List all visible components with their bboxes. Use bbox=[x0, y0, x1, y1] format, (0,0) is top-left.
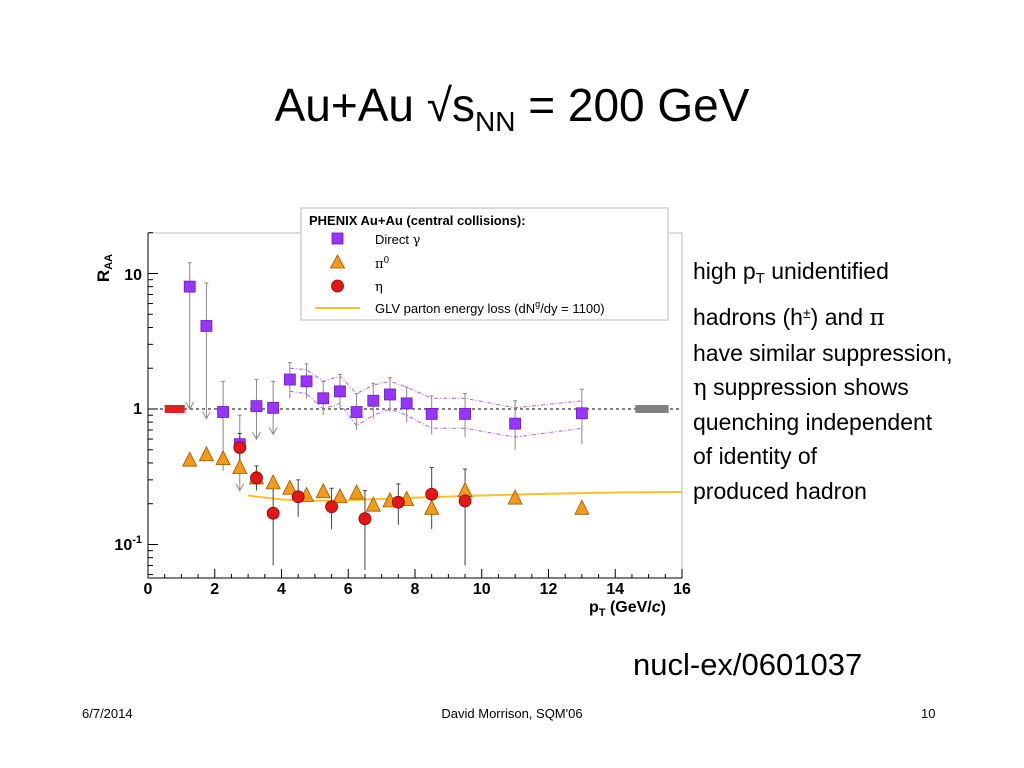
legend: PHENIX Au+Au (central collisions): Direc… bbox=[300, 207, 669, 321]
x-tick-label: 14 bbox=[606, 581, 624, 598]
slide-title-tail: = 200 GeV bbox=[515, 79, 750, 131]
direct-gamma-point bbox=[425, 408, 438, 420]
side-text-line-3: have similar suppression, bbox=[693, 339, 953, 366]
side-text-line-2: hadrons (h±) and π bbox=[693, 304, 885, 332]
x-tick-label: 16 bbox=[673, 581, 691, 598]
direct-gamma-point bbox=[267, 401, 280, 414]
side-text-line-4: η suppression shows bbox=[693, 373, 909, 401]
pi0-point bbox=[365, 496, 381, 512]
side-annotation: high pT unidentified hadrons (h±) and π … bbox=[693, 254, 1023, 508]
direct-gamma-point bbox=[250, 400, 263, 413]
pi0-point bbox=[232, 458, 248, 474]
direct-gamma-point bbox=[459, 408, 471, 420]
direct-gamma-point bbox=[350, 406, 363, 418]
direct-gamma-point bbox=[575, 407, 588, 420]
eta-point bbox=[425, 487, 439, 501]
normalization-box bbox=[164, 405, 185, 413]
x-axis-title: pT (GeV/c) bbox=[589, 599, 666, 619]
footer-author: David Morrison, SQM'06 bbox=[441, 706, 583, 721]
direct-gamma-point bbox=[217, 406, 229, 418]
eta-point bbox=[325, 500, 338, 514]
direct-gamma-point bbox=[367, 394, 380, 407]
eta-point bbox=[358, 512, 372, 526]
direct-gamma-point bbox=[183, 280, 196, 293]
y-axis-title: RAA bbox=[94, 254, 115, 282]
slide-title: Au+Au √sNN = 200 GeV bbox=[0, 78, 1024, 138]
legend-header: PHENIX Au+Au (central collisions): bbox=[309, 213, 526, 228]
y-tick-label-10: 10 bbox=[124, 267, 142, 284]
eta-point bbox=[458, 494, 472, 508]
x-tick-label: 0 bbox=[144, 581, 153, 598]
direct-gamma-point bbox=[509, 417, 522, 430]
eta-point bbox=[250, 471, 263, 485]
x-tick-label: 8 bbox=[411, 581, 420, 598]
eta-point bbox=[266, 506, 280, 520]
gamma-systematic-band bbox=[289, 390, 582, 438]
x-tick-label: 2 bbox=[210, 581, 219, 598]
direct-gamma-point bbox=[334, 385, 346, 398]
eta-point bbox=[233, 441, 247, 454]
upper-limit-arrow bbox=[252, 431, 261, 441]
pi0-point bbox=[507, 489, 523, 505]
y-tick-label-1: 1 bbox=[133, 401, 142, 418]
upper-limit-arrow bbox=[185, 401, 195, 411]
legend-marker-direct-gamma bbox=[331, 232, 344, 245]
x-tick-label: 6 bbox=[344, 581, 353, 598]
footer-page-number: 10 bbox=[921, 706, 936, 721]
direct-gamma-point bbox=[317, 392, 330, 405]
normalization-box bbox=[635, 405, 669, 413]
pi0-point bbox=[574, 499, 590, 515]
x-tick-label: 10 bbox=[473, 581, 491, 598]
x-tick-label: 4 bbox=[277, 581, 286, 598]
legend-label-pi0: π0 bbox=[375, 256, 390, 272]
pi0-point bbox=[182, 451, 198, 467]
slide-title-subscript: NN bbox=[474, 106, 516, 137]
eta-point bbox=[291, 490, 305, 504]
y-tick-label-0.1: 10-1 bbox=[114, 534, 142, 554]
direct-gamma-point bbox=[384, 388, 396, 401]
upper-limit-arrow bbox=[268, 427, 278, 436]
footer-date: 6/7/2014 bbox=[82, 706, 133, 721]
plot-layer: 0 2 4 6 8 10 12 14 16 bbox=[144, 232, 691, 598]
legend-marker-pi0 bbox=[329, 254, 346, 269]
pi0-point bbox=[315, 482, 331, 499]
eta-point bbox=[391, 495, 405, 509]
direct-gamma-point bbox=[300, 375, 313, 388]
upper-limit-arrow bbox=[235, 483, 245, 492]
side-text-line-6: of identity of bbox=[693, 443, 818, 470]
raa-chart: 0 2 4 6 8 10 12 14 16 RAA 10 1 10-1 PHENIX Au+Au… bbox=[94, 207, 691, 619]
side-text-line-1: high pT unidentified bbox=[693, 258, 889, 287]
pi0-point bbox=[265, 473, 281, 490]
direct-gamma-point bbox=[200, 320, 213, 332]
upper-limit-arrow bbox=[201, 411, 211, 420]
legend-label-direct-gamma: Direct γ bbox=[375, 232, 421, 248]
legend-marker-eta bbox=[331, 279, 344, 293]
pi0-point bbox=[198, 445, 215, 462]
direct-gamma-point bbox=[283, 373, 296, 386]
side-text-line-7: produced hadron bbox=[693, 477, 867, 504]
x-tick-label: 12 bbox=[540, 581, 558, 598]
legend-label-eta: η bbox=[375, 280, 383, 295]
pi0-point bbox=[215, 449, 231, 466]
gamma-systematic-band bbox=[289, 367, 582, 409]
paper-reference: nucl-ex/0601037 bbox=[633, 647, 863, 682]
legend-box bbox=[300, 207, 669, 321]
direct-gamma-point bbox=[400, 397, 413, 410]
pi0-point bbox=[282, 479, 298, 495]
side-text-line-5: quenching independent bbox=[693, 409, 933, 436]
pi0-point bbox=[332, 487, 348, 504]
slide-title-main: Au+Au √s bbox=[274, 79, 475, 131]
pi0-point bbox=[348, 484, 365, 500]
legend-label-glv: GLV parton energy loss (dNg/dy = 1100) bbox=[375, 299, 605, 316]
pi0-point bbox=[424, 499, 440, 515]
